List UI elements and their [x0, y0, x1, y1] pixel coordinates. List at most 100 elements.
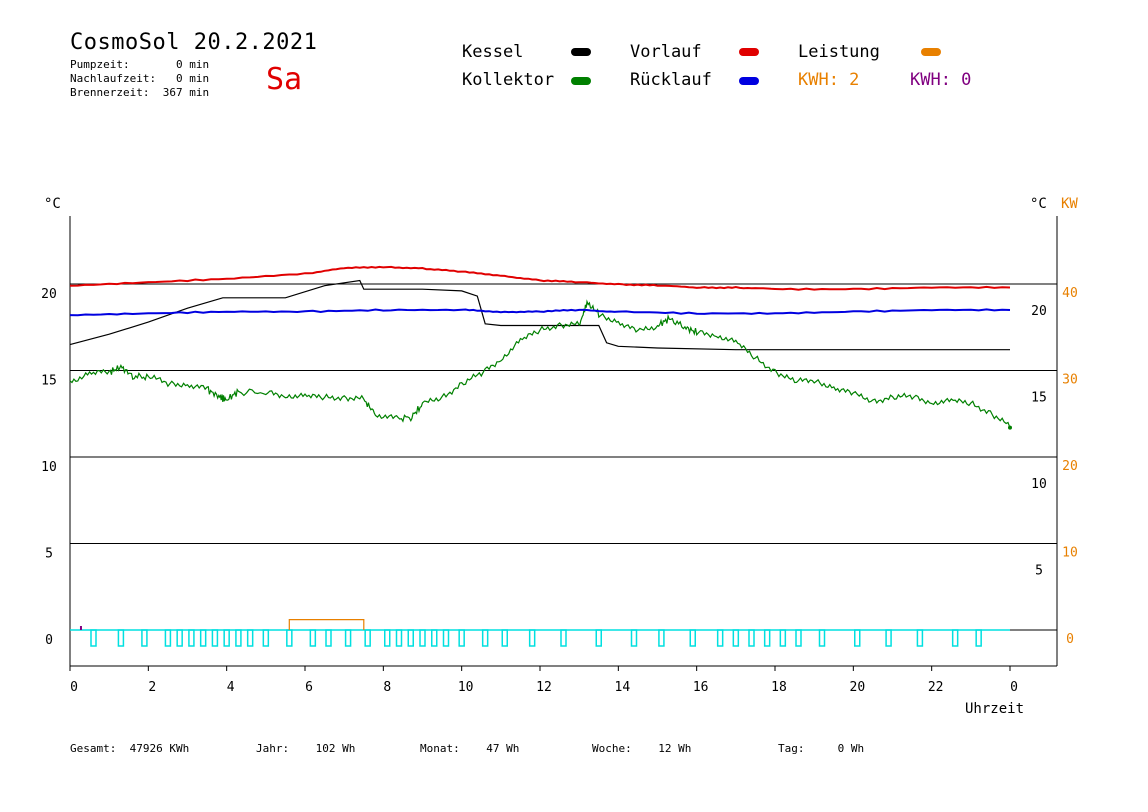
left-axis-unit: °C — [44, 196, 61, 212]
pump-pulse — [141, 629, 148, 647]
legend-kollektor-swatch — [571, 77, 591, 85]
footer-woche: Woche: 12 Wh — [592, 742, 692, 755]
pump-pulse — [975, 629, 982, 647]
pump-pulse — [951, 629, 959, 647]
pump-pulse — [689, 629, 696, 647]
x-tick-label: 6 — [305, 680, 313, 695]
pump-pulse — [916, 629, 924, 647]
pump-pulse — [117, 629, 125, 647]
series-line-vorlauf — [69, 265, 1011, 291]
y-kw-tick-label: 30 — [1062, 373, 1078, 388]
pump-pulse — [235, 629, 242, 647]
pump-pulse — [431, 629, 438, 647]
footer-tag: Tag: 0 Wh — [778, 742, 865, 755]
app-title: CosmoSol 20.2.2021 — [70, 30, 318, 55]
y-kw-tick-label: 0 — [1066, 632, 1074, 647]
kollektor-end-point — [1008, 425, 1012, 430]
pump-pulse — [560, 629, 567, 647]
x-tick-label: 4 — [227, 680, 235, 695]
x-tick-label: 2 — [148, 680, 156, 695]
pump-pulse — [748, 629, 755, 647]
pump-pulse — [658, 629, 665, 647]
legend-kessel-label: Kessel — [462, 42, 524, 62]
legend-vorlauf-swatch — [739, 48, 759, 56]
pump-pulse — [199, 629, 207, 647]
pump-pulse — [779, 629, 787, 647]
right-axis-unit-kw: KW — [1061, 196, 1078, 212]
pump-pulse — [407, 629, 414, 647]
legend-ruecklauf-label: Rücklauf — [630, 70, 712, 90]
x-axis-label: Uhrzeit — [965, 701, 1025, 717]
y-right-tick-label: 15 — [1031, 391, 1047, 406]
y-kw-tick-label: 10 — [1062, 546, 1078, 561]
pump-pulse — [630, 629, 638, 647]
y-left-tick-label: 20 — [41, 287, 57, 302]
x-tick-label: 14 — [615, 680, 631, 695]
legend-kwh-purple: KWH: 0 — [910, 70, 972, 90]
legend-kessel-swatch — [571, 48, 591, 56]
pump-pulse — [246, 629, 254, 647]
y-kw-tick-label: 20 — [1062, 459, 1078, 474]
weekday-label: Sa — [266, 62, 303, 97]
y-kw-tick-label: 40 — [1062, 286, 1078, 301]
pump-pulse — [795, 629, 802, 647]
pumpzeit-text: Pumpzeit: 0 min — [70, 58, 210, 71]
series-line-kollektor — [69, 299, 1011, 429]
nachlaufzeit-text: Nachlaufzeit: 0 min — [70, 72, 210, 85]
series-line-leistung — [288, 619, 365, 630]
pump-pulse — [818, 629, 826, 647]
x-tick-label: 16 — [693, 680, 709, 695]
y-right-tick-label: 5 — [1035, 564, 1043, 579]
legend-vorlauf-label: Vorlauf — [630, 42, 702, 62]
legend-kwh-solar: KWH: 2 — [798, 70, 860, 90]
footer-jahr: Jahr: 102 Wh — [256, 742, 356, 755]
x-tick-label: 0 — [1010, 680, 1018, 695]
pump-pulse — [395, 629, 403, 647]
x-tick-label: 8 — [383, 680, 391, 695]
pump-pulse — [286, 629, 293, 647]
pump-pulse — [188, 629, 195, 647]
pump-pulse — [90, 629, 97, 647]
pump-pulse — [419, 629, 426, 647]
brennerzeit-text: Brennerzeit: 367 min — [70, 86, 210, 99]
y-left-tick-label: 0 — [45, 633, 53, 648]
pump-pulse — [364, 629, 371, 647]
legend-leistung-swatch — [921, 48, 941, 56]
pump-pulse — [176, 629, 183, 647]
x-tick-label: 18 — [771, 680, 787, 695]
y-right-tick-label: 10 — [1031, 477, 1047, 492]
pump-pulse — [501, 629, 508, 647]
x-tick-label: 10 — [458, 680, 474, 695]
pump-pulse — [716, 629, 724, 647]
pump-pulse — [763, 629, 771, 647]
x-tick-label: 12 — [536, 680, 552, 695]
y-left-tick-label: 15 — [41, 374, 57, 389]
right-axis-unit: °C — [1030, 196, 1047, 212]
x-tick-label: 20 — [850, 680, 866, 695]
pump-pulse — [732, 629, 740, 647]
pump-pulse — [344, 629, 352, 647]
footer-monat: Monat: 47 Wh — [420, 742, 520, 755]
pump-pulse — [854, 629, 861, 647]
pump-pulse — [164, 629, 172, 647]
pump-pulse — [262, 629, 270, 647]
pump-pulse — [595, 629, 602, 647]
pump-pulse — [211, 629, 219, 647]
footer-gesamt: Gesamt: 47926 KWh — [70, 742, 190, 755]
legend-ruecklauf-swatch — [739, 77, 759, 85]
series-line-kessel — [69, 279, 1010, 351]
pump-pulse — [481, 629, 489, 647]
pump-pulse — [223, 629, 230, 647]
pump-pulse — [325, 629, 332, 647]
pump-pulse — [384, 629, 391, 647]
pump-pulse — [528, 629, 536, 647]
pump-pulse — [458, 629, 465, 647]
pump-pulse — [309, 629, 317, 647]
legend-leistung-label: Leistung — [798, 42, 880, 62]
y-left-tick-label: 10 — [41, 460, 57, 475]
legend-kollektor-label: Kollektor — [462, 70, 555, 90]
y-right-tick-label: 20 — [1031, 304, 1047, 319]
pump-pulse — [885, 629, 892, 647]
x-tick-label: 0 — [70, 680, 78, 695]
